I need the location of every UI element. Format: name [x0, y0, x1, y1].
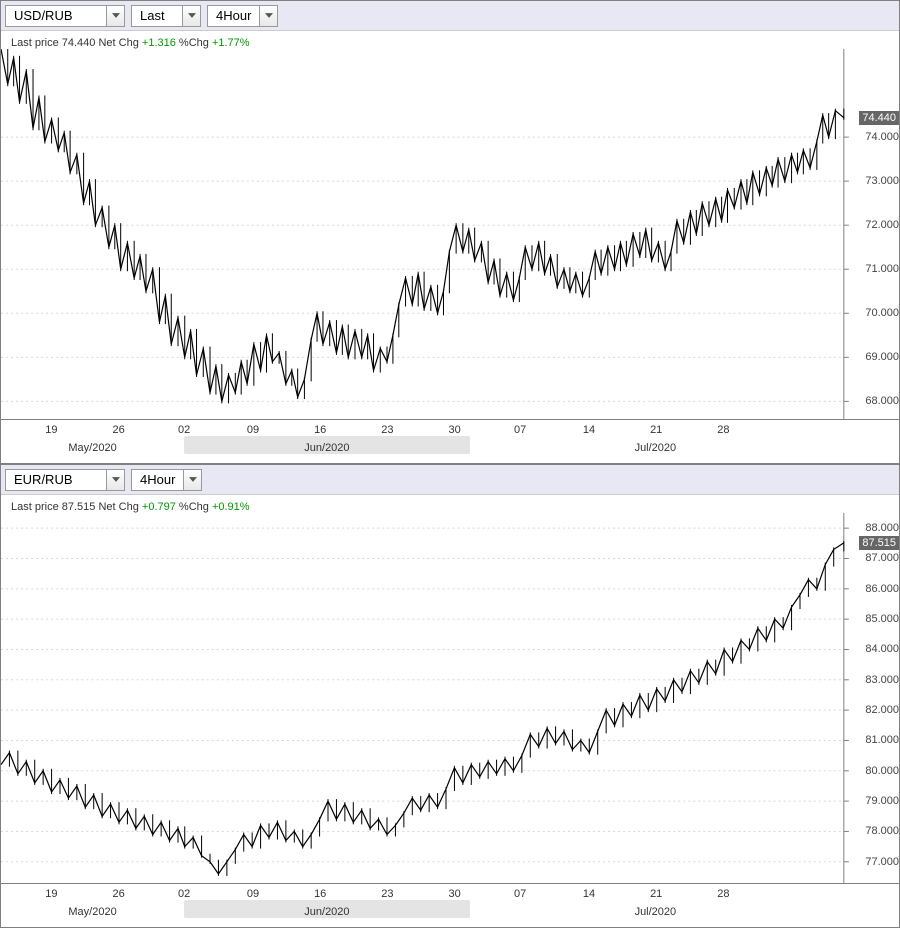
y-tick-label: 69.000 — [865, 351, 899, 363]
x-tick-label: 02 — [178, 888, 190, 900]
net-value: +1.316 — [142, 37, 176, 49]
x-month-label: Jun/2020 — [304, 442, 349, 454]
period-dropdown[interactable]: 4Hour — [131, 469, 202, 491]
period-dropdown-label: 4Hour — [132, 472, 183, 487]
x-tick-label: 14 — [583, 424, 595, 436]
y-tick-label: 71.000 — [865, 263, 899, 275]
chart-info-bar: Last price 87.515 Net Chg +0.797 %Chg +0… — [1, 495, 899, 513]
y-tick-label: 83.000 — [865, 674, 899, 686]
x-tick-label: 09 — [247, 888, 259, 900]
y-tick-label: 84.000 — [865, 643, 899, 655]
x-tick-label: 28 — [717, 888, 729, 900]
y-tick-label: 87.000 — [865, 552, 899, 564]
pct-value: +1.77% — [212, 37, 250, 49]
y-tick-label: 68.000 — [865, 395, 899, 407]
period-dropdown[interactable]: 4Hour — [207, 5, 278, 27]
price-type-dropdown-label: Last — [132, 8, 182, 23]
pct-value: +0.91% — [212, 501, 250, 513]
symbol-dropdown-label: EUR/RUB — [6, 472, 106, 487]
y-tick-label: 82.000 — [865, 704, 899, 716]
net-value: +0.797 — [142, 501, 176, 513]
chart-toolbar: USD/RUB Last 4Hour — [1, 1, 899, 31]
net-label: Net Chg — [98, 501, 138, 513]
pct-label: %Chg — [179, 37, 209, 49]
symbol-dropdown-label: USD/RUB — [6, 8, 106, 23]
x-axis: May/2020 Jun/2020 Jul/2020 19 26 02 09 16 23 30 07… — [1, 419, 899, 463]
chart-panel: USD/RUB Last 4Hour Last price 74.440 Net Ch… — [0, 0, 900, 464]
last-label: Last price — [11, 37, 59, 49]
last-value: 74.440 — [62, 37, 96, 49]
x-month-label: Jun/2020 — [304, 906, 349, 918]
chevron-down-icon[interactable] — [182, 6, 200, 26]
y-tick-label: 79.000 — [865, 795, 899, 807]
x-tick-label: 02 — [178, 424, 190, 436]
y-axis-labels: 77.000 78.000 79.000 80.000 81.000 82.000 83.0… — [851, 513, 899, 883]
y-tick-label: 86.000 — [865, 583, 899, 595]
x-tick-label: 23 — [381, 888, 393, 900]
x-month-label: May/2020 — [68, 442, 116, 454]
net-label: Net Chg — [98, 37, 138, 49]
x-month-label: Jul/2020 — [635, 906, 677, 918]
price-type-dropdown[interactable]: Last — [131, 5, 201, 27]
chart-panel: EUR/RUB 4Hour Last price 87.515 Net Chg +0… — [0, 464, 900, 928]
y-axis-labels: 68.000 69.000 70.000 71.000 72.000 73.000 74.0… — [851, 49, 899, 419]
y-tick-label: 88.000 — [865, 522, 899, 534]
x-tick-label: 26 — [112, 424, 124, 436]
chart-plot-area: 68.000 69.000 70.000 71.000 72.000 73.000 74.0… — [1, 49, 899, 419]
x-tick-label: 19 — [45, 888, 57, 900]
y-tick-label: 77.000 — [865, 856, 899, 868]
x-tick-label: 21 — [650, 888, 662, 900]
chart-plot-area: 77.000 78.000 79.000 80.000 81.000 82.000 83.0… — [1, 513, 899, 883]
y-tick-label: 73.000 — [865, 175, 899, 187]
x-month-label: May/2020 — [68, 906, 116, 918]
x-tick-label: 16 — [314, 888, 326, 900]
chart-svg — [1, 49, 899, 419]
x-tick-label: 23 — [381, 424, 393, 436]
chart-toolbar: EUR/RUB 4Hour — [1, 465, 899, 495]
y-tick-label: 81.000 — [865, 734, 899, 746]
chevron-down-icon[interactable] — [106, 6, 124, 26]
x-tick-label: 21 — [650, 424, 662, 436]
chart-svg — [1, 513, 899, 883]
x-tick-label: 16 — [314, 424, 326, 436]
x-tick-label: 30 — [448, 424, 460, 436]
x-tick-label: 14 — [583, 888, 595, 900]
y-tick-label: 72.000 — [865, 219, 899, 231]
x-tick-label: 30 — [448, 888, 460, 900]
y-tick-label: 80.000 — [865, 765, 899, 777]
period-dropdown-label: 4Hour — [208, 8, 259, 23]
x-axis: May/2020 Jun/2020 Jul/2020 19 26 02 09 16 23 30 07… — [1, 883, 899, 927]
y-tick-label: 78.000 — [865, 825, 899, 837]
y-tick-label: 74.000 — [865, 131, 899, 143]
last-price-badge: 87.515 — [859, 536, 899, 550]
symbol-dropdown[interactable]: EUR/RUB — [5, 469, 125, 491]
last-price-badge: 74.440 — [859, 111, 899, 125]
chevron-down-icon[interactable] — [106, 470, 124, 490]
pct-label: %Chg — [179, 501, 209, 513]
x-tick-label: 09 — [247, 424, 259, 436]
x-tick-label: 28 — [717, 424, 729, 436]
symbol-dropdown[interactable]: USD/RUB — [5, 5, 125, 27]
x-tick-label: 26 — [112, 888, 124, 900]
x-tick-label: 07 — [514, 424, 526, 436]
last-label: Last price — [11, 501, 59, 513]
x-tick-label: 19 — [45, 424, 57, 436]
last-value: 87.515 — [62, 501, 96, 513]
y-tick-label: 70.000 — [865, 307, 899, 319]
x-tick-label: 07 — [514, 888, 526, 900]
y-tick-label: 85.000 — [865, 613, 899, 625]
chart-info-bar: Last price 74.440 Net Chg +1.316 %Chg +1… — [1, 31, 899, 49]
chevron-down-icon[interactable] — [259, 6, 277, 26]
x-month-label: Jul/2020 — [635, 442, 677, 454]
chevron-down-icon[interactable] — [183, 470, 201, 490]
